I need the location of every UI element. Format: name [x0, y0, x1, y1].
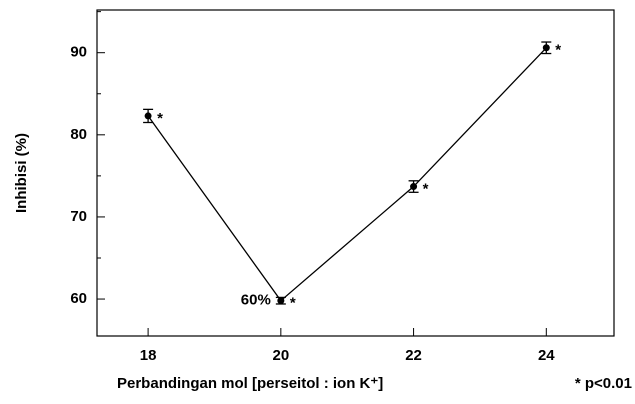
footnote: * p<0.01 — [575, 375, 632, 392]
significance-mark: * — [555, 42, 561, 59]
plot-frame — [96, 9, 615, 337]
y-axis-label: Inhibisi (%) — [13, 133, 30, 213]
x-axis-label: Perbandingan mol [perseitol : ion K⁺] — [117, 375, 383, 392]
y-tick-label: 70 — [70, 208, 87, 225]
x-tick-label: 22 — [405, 347, 422, 364]
data-point — [542, 44, 550, 52]
data-point — [144, 112, 152, 120]
significance-mark: * — [290, 295, 296, 312]
data-point — [277, 297, 285, 305]
x-tick-label: 18 — [140, 347, 157, 364]
annotation: 60% — [241, 292, 271, 309]
y-tick-label: 90 — [70, 44, 87, 61]
data-point — [410, 183, 418, 191]
y-tick-label: 80 — [70, 126, 87, 143]
y-tick-label: 60 — [70, 290, 87, 307]
data-line — [147, 47, 547, 302]
significance-mark: * — [157, 110, 163, 127]
significance-mark: * — [423, 181, 429, 198]
x-tick-label: 24 — [538, 347, 555, 364]
x-tick-label: 20 — [272, 347, 289, 364]
